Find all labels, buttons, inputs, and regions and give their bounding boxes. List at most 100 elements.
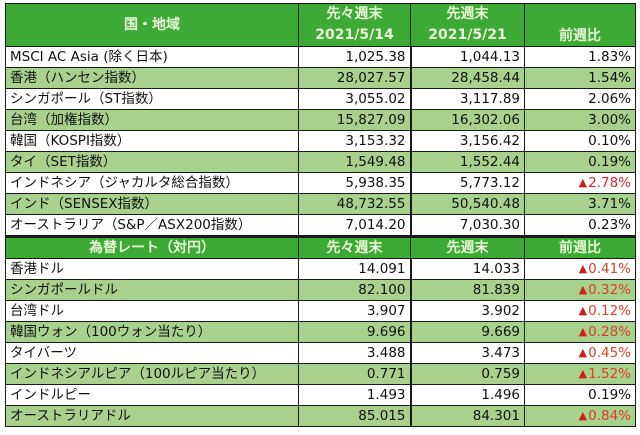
table-row: インドネシア（ジャカルタ総合指数） 5,938.35 5,773.12 ▲2.78% xyxy=(5,172,636,194)
table-row: インド（SENSEX指数） 48,732.55 50,540.48 3.71% xyxy=(5,193,636,215)
table-row: 韓国（KOSPI指数） 3,153.32 3,156.42 0.10% xyxy=(5,130,636,152)
prev-week-value: 28,458.44 xyxy=(410,67,525,89)
prev2-week-value: 15,827.09 xyxy=(298,109,412,131)
header-prev-week-label: 先週末 xyxy=(410,3,525,25)
change-value: ▲0.84% xyxy=(524,405,636,427)
change-value: 2.06% xyxy=(524,88,636,110)
header-currency: 為替レート（対円） xyxy=(5,235,299,259)
row-name: 香港ドル xyxy=(5,258,299,280)
down-triangle-icon: ▲ xyxy=(578,283,588,296)
change-text: 0.12% xyxy=(588,303,631,319)
change-text: 1.52% xyxy=(588,366,631,382)
row-name: 香港（ハンセン指数） xyxy=(5,67,299,89)
change-value: 0.23% xyxy=(524,214,636,237)
change-value: 0.19% xyxy=(524,151,636,173)
header-prev2-week-label: 先々週末 xyxy=(298,3,411,25)
change-value: ▲0.28% xyxy=(524,321,636,343)
change-value: 1.54% xyxy=(524,67,636,89)
prev2-week-value: 28,027.57 xyxy=(298,67,412,89)
table-row: インドネシアルピア（100ルピア当たり） 0.771 0.759 ▲1.52% xyxy=(5,363,636,385)
prev2-week-value: 3.488 xyxy=(298,342,412,364)
down-triangle-icon: ▲ xyxy=(578,176,588,189)
prev2-week-value: 14.091 xyxy=(298,258,412,280)
row-name: シンガポールドル xyxy=(5,279,299,301)
change-value: 0.19% xyxy=(524,384,636,406)
row-name: 台湾（加権指数） xyxy=(5,109,299,131)
change-text: 0.84% xyxy=(588,408,631,424)
down-triangle-icon: ▲ xyxy=(578,367,588,380)
table-row: オーストラリアドル 85.015 84.301 ▲0.84% xyxy=(5,405,636,427)
row-name: タイバーツ xyxy=(5,342,299,364)
change-text: 0.45% xyxy=(588,345,631,361)
prev-week-value: 16,302.06 xyxy=(410,109,525,131)
row-name: オーストラリアドル xyxy=(5,405,299,427)
data-table: 国・地域 先々週末 先週末 前週比 2021/5/14 2021/5/21 MS… xyxy=(5,3,636,427)
prev-week-value: 84.301 xyxy=(410,405,525,427)
prev-week-value: 1,044.13 xyxy=(410,46,525,68)
header-prev-week-date: 2021/5/21 xyxy=(410,25,525,47)
change-value: ▲1.52% xyxy=(524,363,636,385)
header-change: 前週比 xyxy=(524,3,636,47)
prev2-week-value: 9.696 xyxy=(298,321,412,343)
fx-section: 為替レート（対円） 先々週末 先週末 前週比 xyxy=(5,235,636,259)
fx-rows: 香港ドル 14.091 14.033 ▲0.41% シンガポールドル 82.100 81.8… xyxy=(5,258,636,427)
table-row: シンガポール（ST指数） 3,055.02 3,117.89 2.06% xyxy=(5,88,636,110)
row-name: インドネシアルピア（100ルピア当たり） xyxy=(5,363,299,385)
change-value: 0.10% xyxy=(524,130,636,152)
table-row: オーストラリア（S&P／ASX200指数） 7,014.20 7,030.30 0.2… xyxy=(5,214,636,237)
prev2-week-value: 85.015 xyxy=(298,405,412,427)
header-prev2-week-date: 2021/5/14 xyxy=(298,25,411,47)
prev-week-value: 81.839 xyxy=(410,279,525,301)
prev2-week-value: 1,025.38 xyxy=(298,46,412,68)
fx-header-prev2-week: 先々週末 xyxy=(298,235,411,259)
prev-week-value: 5,773.12 xyxy=(410,172,525,194)
fx-header-prev-week: 先週末 xyxy=(410,235,525,259)
change-value: ▲0.41% xyxy=(524,258,636,280)
table-row: 香港ドル 14.091 14.033 ▲0.41% xyxy=(5,258,636,280)
table-row: 台湾ドル 3.907 3.902 ▲0.12% xyxy=(5,300,636,322)
prev2-week-value: 5,938.35 xyxy=(298,172,412,194)
table-row: 香港（ハンセン指数） 28,027.57 28,458.44 1.54% xyxy=(5,67,636,89)
prev-week-value: 3,156.42 xyxy=(410,130,525,152)
prev2-week-value: 48,732.55 xyxy=(298,193,412,215)
change-value: 3.00% xyxy=(524,109,636,131)
down-triangle-icon: ▲ xyxy=(578,346,588,359)
prev2-week-value: 82.100 xyxy=(298,279,412,301)
prev-week-value: 9.669 xyxy=(410,321,525,343)
prev-week-value: 3,117.89 xyxy=(410,88,525,110)
change-value: ▲2.78% xyxy=(524,172,636,194)
prev2-week-value: 0.771 xyxy=(298,363,412,385)
prev2-week-value: 1.493 xyxy=(298,384,412,406)
down-triangle-icon: ▲ xyxy=(578,304,588,317)
prev2-week-value: 1,549.48 xyxy=(298,151,412,173)
table-row: タイ（SET指数） 1,549.48 1,552.44 0.19% xyxy=(5,151,636,173)
prev-week-value: 7,030.30 xyxy=(410,214,525,237)
change-value: ▲0.45% xyxy=(524,342,636,364)
down-triangle-icon: ▲ xyxy=(578,409,588,422)
prev-week-value: 0.759 xyxy=(410,363,525,385)
change-text: 2.78% xyxy=(588,175,631,191)
prev-week-value: 1,552.44 xyxy=(410,151,525,173)
change-text: 0.32% xyxy=(588,282,631,298)
prev-week-value: 14.033 xyxy=(410,258,525,280)
index-rows: MSCI AC Asia (除く日本) 1,025.38 1,044.13 1.83%… xyxy=(5,46,636,237)
change-value: 1.83% xyxy=(524,46,636,68)
row-name: インドルピー xyxy=(5,384,299,406)
prev-week-value: 3.902 xyxy=(410,300,525,322)
table-row: 韓国ウォン（100ウォン当たり） 9.696 9.669 ▲0.28% xyxy=(5,321,636,343)
table-row: 台湾（加権指数） 15,827.09 16,302.06 3.00% xyxy=(5,109,636,131)
row-name: MSCI AC Asia (除く日本) xyxy=(5,46,299,68)
table-row: MSCI AC Asia (除く日本) 1,025.38 1,044.13 1.83% xyxy=(5,46,636,68)
prev-week-value: 50,540.48 xyxy=(410,193,525,215)
row-name: 台湾ドル xyxy=(5,300,299,322)
row-name: インド（SENSEX指数） xyxy=(5,193,299,215)
fx-header-change: 前週比 xyxy=(524,235,636,259)
change-value: ▲0.12% xyxy=(524,300,636,322)
header-region: 国・地域 xyxy=(5,3,299,47)
market-summary-table: 国・地域 先々週末 先週末 前週比 2021/5/14 2021/5/21 MS… xyxy=(5,3,636,427)
change-text: 0.28% xyxy=(588,324,631,340)
change-text: 0.41% xyxy=(588,261,631,277)
down-triangle-icon: ▲ xyxy=(578,325,588,338)
change-value: 3.71% xyxy=(524,193,636,215)
prev2-week-value: 3,055.02 xyxy=(298,88,412,110)
